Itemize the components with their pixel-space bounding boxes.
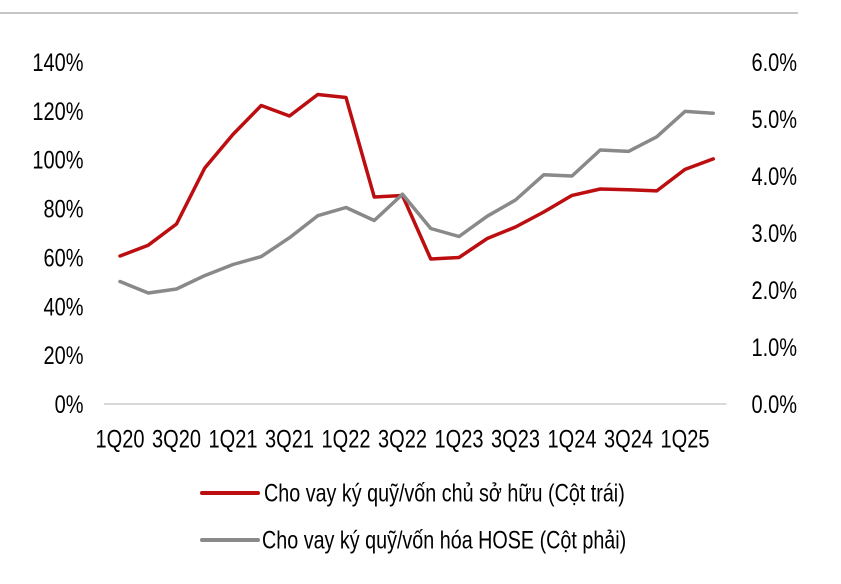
svg-text:80%: 80% (43, 196, 83, 224)
svg-text:6.0%: 6.0% (752, 49, 798, 77)
svg-text:3.0%: 3.0% (752, 220, 798, 248)
svg-text:140%: 140% (32, 49, 83, 77)
svg-text:5.0%: 5.0% (752, 106, 798, 134)
svg-text:120%: 120% (32, 98, 83, 126)
svg-text:Cho vay ký quỹ/vốn chủ sở hữu: Cho vay ký quỹ/vốn chủ sở hữu (Cột trái) (264, 479, 625, 507)
svg-text:1Q21: 1Q21 (209, 425, 258, 453)
svg-text:3Q22: 3Q22 (378, 425, 427, 453)
svg-text:1.0%: 1.0% (752, 334, 798, 362)
svg-text:3Q20: 3Q20 (152, 425, 201, 453)
svg-text:3Q21: 3Q21 (265, 425, 314, 453)
svg-text:1Q22: 1Q22 (322, 425, 371, 453)
svg-text:Cho vay ký quỹ/vốn hóa HOSE (C: Cho vay ký quỹ/vốn hóa HOSE (Cột phải) (262, 526, 626, 554)
svg-text:2.0%: 2.0% (752, 277, 798, 305)
svg-text:1Q20: 1Q20 (96, 425, 145, 453)
svg-text:20%: 20% (43, 342, 83, 370)
svg-text:1Q25: 1Q25 (661, 425, 710, 453)
svg-text:1Q24: 1Q24 (548, 425, 597, 453)
svg-text:4.0%: 4.0% (752, 163, 798, 191)
svg-text:1Q23: 1Q23 (435, 425, 484, 453)
svg-text:0.0%: 0.0% (752, 391, 798, 419)
svg-text:0%: 0% (55, 391, 84, 419)
svg-text:3Q23: 3Q23 (491, 425, 540, 453)
svg-text:60%: 60% (43, 244, 83, 272)
svg-text:3Q24: 3Q24 (604, 425, 653, 453)
svg-text:40%: 40% (43, 293, 83, 321)
svg-text:100%: 100% (32, 147, 83, 175)
